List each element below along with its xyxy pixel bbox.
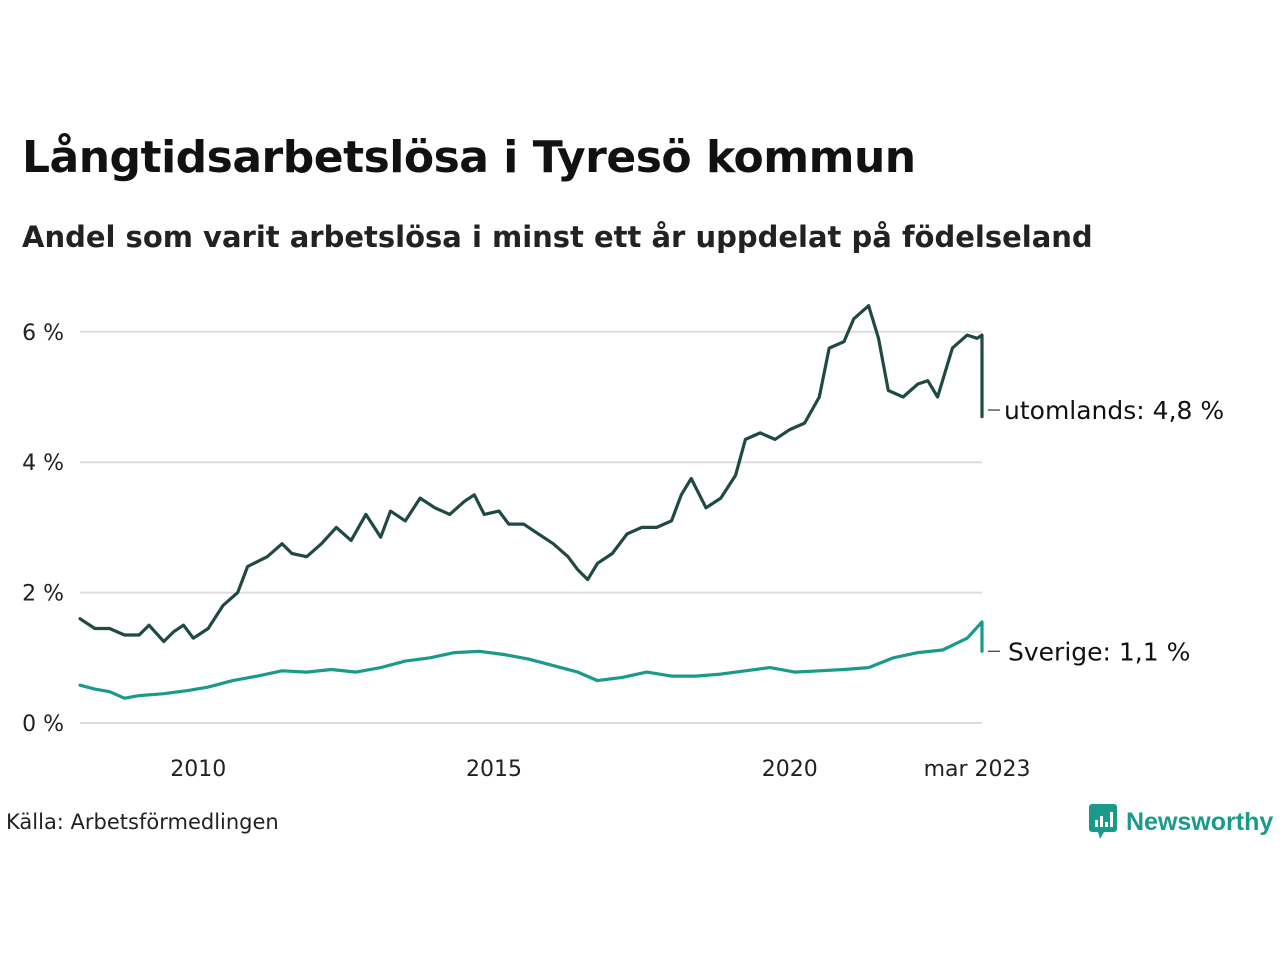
newsworthy-logo: Newsworthy — [1088, 803, 1273, 841]
source-note: Källa: Arbetsförmedlingen — [6, 810, 279, 834]
x-tick-label: 2010 — [170, 757, 226, 782]
end-label-utomlands: utomlands: 4,8 % — [1004, 396, 1224, 425]
y-tick-label: 0 % — [22, 712, 64, 737]
chart-title: Långtidsarbetslösa i Tyresö kommun — [22, 132, 916, 183]
x-axis: 2010 2015 2020 mar 2023 — [170, 757, 1030, 782]
newsworthy-brand: Newsworthy — [1126, 807, 1274, 836]
end-label-sverige: Sverige: 1,1 % — [1008, 637, 1190, 666]
gridlines — [80, 330, 982, 724]
x-tick-label: 2015 — [466, 757, 522, 782]
y-axis: 0 % 2 % 4 % 6 % — [22, 321, 64, 737]
series-line-sverige — [78, 620, 984, 700]
y-tick-label: 2 % — [22, 582, 64, 607]
y-tick-label: 6 % — [22, 321, 64, 346]
series-line-utomlands — [78, 304, 984, 644]
newsworthy-logo-icon — [1089, 804, 1117, 839]
series — [78, 304, 984, 700]
x-tick-label: 2020 — [762, 757, 818, 782]
y-tick-label: 4 % — [22, 451, 64, 476]
end-labels: utomlands: 4,8 % Sverige: 1,1 % — [988, 396, 1224, 666]
x-tick-label: mar 2023 — [924, 757, 1031, 782]
chart-subtitle: Andel som varit arbetslösa i minst ett å… — [22, 220, 1093, 254]
